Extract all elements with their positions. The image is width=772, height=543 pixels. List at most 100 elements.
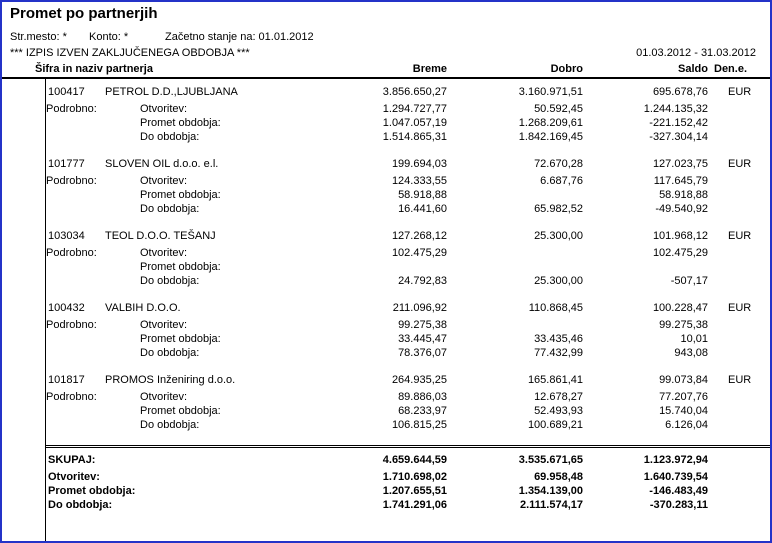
saldo-value: 99.275,38 [659,319,708,331]
do-obdobja-label: Do obdobja: [140,275,200,287]
partner-name: PROMOS Inženiring d.o.o. [105,374,236,386]
partner-name: SLOVEN OIL d.o.o. e.l. [105,158,219,170]
partner-name: TEOL D.O.O. TEŠANJ [105,230,216,242]
breme-total: 1.710.698,02 [382,471,447,483]
detail-row-do-obdobja: Do obdobja: 78.376,07 77.432,99 943,08 [2,346,770,360]
dobro-value: 1.842.169,45 [518,131,583,143]
saldo-value: 10,01 [680,333,708,345]
dobro-value: 65.982,52 [534,203,583,215]
dobro-value: 77.432,99 [534,347,583,359]
partner-block: 100417 PETROL D.D.,LJUBLJANA 3.856.650,2… [2,85,770,144]
saldo-value: 1.244.135,32 [643,103,708,115]
saldo-total: 1.640.739,54 [643,471,708,483]
saldo-value: 77.207,76 [659,391,708,403]
detail-row-promet-obdobja: Promet obdobja: 68.233,97 52.493,93 15.7… [2,404,770,418]
dobro-total: 3.535.671,65 [518,454,583,466]
saldo-value: 6.126,04 [665,419,708,431]
dobro-value: 12.678,27 [534,391,583,403]
partner-summary-row: 103034 TEOL D.O.O. TEŠANJ 127.268,12 25.… [2,229,770,244]
saldo-value: 101.968,12 [652,230,708,242]
currency-code: EUR [728,86,752,98]
column-header-currency: Den.e. [714,63,748,75]
dobro-value: 50.592,45 [534,103,583,115]
dobro-value: 25.300,00 [534,230,583,242]
saldo-value: 117.645,79 [653,175,708,187]
detail-row-promet-obdobja: Promet obdobja: 33.445,47 33.435,46 10,0… [2,332,770,346]
detail-row-otvoritev: Podrobno: Otvoritev: 1.294.727,77 50.592… [2,102,770,116]
promet-obdobja-label: Promet obdobja: [140,189,221,201]
otvoritev-label: Otvoritev: [140,103,188,115]
do-obdobja-label: Do obdobja: [140,419,200,431]
saldo-value: -221.152,42 [649,117,708,129]
saldo-value: -507,17 [670,275,708,287]
dobro-value: 1.268.209,61 [518,117,583,129]
detail-row-otvoritev: Podrobno: Otvoritev: 99.275,38 99.275,38 [2,318,770,332]
breme-value: 68.233,97 [398,405,447,417]
breme-value: 89.886,03 [398,391,447,403]
detail-row-promet-obdobja: Promet obdobja: 58.918,88 58.918,88 [2,188,770,202]
totals-do-obdobja-row: Do obdobja: 1.741.291,06 2.111.574,17 -3… [2,498,770,512]
detail-row-otvoritev: Podrobno: Otvoritev: 102.475,29 102.475,… [2,246,770,260]
saldo-value: 100.228,47 [652,302,708,314]
totals-rule [45,445,770,448]
partner-block: 100432 VALBIH D.O.O. 211.096,92 110.868,… [2,301,770,360]
totals-promet-obdobja-row: Promet obdobja: 1.207.655,51 1.354.139,0… [2,484,770,498]
detail-row-do-obdobja: Do obdobja: 106.815,25 100.689,21 6.126,… [2,418,770,432]
detail-row-do-obdobja: Do obdobja: 24.792,83 25.300,00 -507,17 [2,274,770,288]
saldo-value: 943,08 [674,347,708,359]
report-title: Promet po partnerjih [10,5,158,22]
dobro-value: 72.670,28 [534,158,583,170]
saldo-value: 15.740,04 [659,405,708,417]
breme-value: 16.441,60 [398,203,447,215]
detail-row-otvoritev: Podrobno: Otvoritev: 89.886,03 12.678,27… [2,390,770,404]
podrobno-label: Podrobno: [46,247,97,259]
saldo-total: -370.283,11 [649,499,708,511]
saldo-value: 102.475,29 [652,247,708,259]
saldo-value: 99.073,84 [659,374,708,386]
saldo-total: -146.483,49 [649,485,708,497]
podrobno-label: Podrobno: [46,391,97,403]
breme-value: 58.918,88 [398,189,447,201]
breme-value: 127.268,12 [391,230,447,242]
promet-obdobja-label: Promet obdobja: [48,485,136,497]
dobro-value: 52.493,93 [534,405,583,417]
otvoritev-label: Otvoritev: [140,319,188,331]
promet-obdobja-label: Promet obdobja: [140,333,221,345]
currency-code: EUR [728,230,752,242]
vertical-rule [45,79,46,541]
breme-value: 3.856.650,27 [382,86,447,98]
saldo-total: 1.123.972,94 [643,454,708,466]
saldo-value: 127.023,75 [652,158,708,170]
otvoritev-label: Otvoritev: [140,247,188,259]
breme-value: 199.694,03 [391,158,447,170]
breme-value: 99.275,38 [398,319,447,331]
do-obdobja-label: Do obdobja: [140,203,200,215]
partner-code: 101817 [48,374,85,386]
podrobno-label: Podrobno: [46,319,97,331]
totals-skupaj-row: SKUPAJ: 4.659.644,59 3.535.671,65 1.123.… [2,453,770,468]
detail-row-promet-obdobja: Promet obdobja: 1.047.057,19 1.268.209,6… [2,116,770,130]
column-header-partner: Šifra in naziv partnerja [35,63,153,75]
promet-obdobja-label: Promet obdobja: [140,117,221,129]
otvoritev-label: Otvoritev: [140,175,188,187]
currency-code: EUR [728,374,752,386]
breme-value: 33.445,47 [398,333,447,345]
dobro-value: 100.689,21 [527,419,583,431]
column-header-saldo: Saldo [678,63,708,75]
saldo-value: 58.918,88 [659,189,708,201]
partners-table: 100417 PETROL D.D.,LJUBLJANA 3.856.650,2… [2,79,770,512]
out-of-period-notice: *** IZPIS IZVEN ZAKLJUČENEGA OBDOBJA *** [10,47,250,59]
podrobno-label: Podrobno: [46,175,97,187]
breme-total: 1.207.655,51 [382,485,447,497]
saldo-value: -49.540,92 [655,203,708,215]
detail-row-promet-obdobja: Promet obdobja: [2,260,770,274]
breme-value: 102.475,29 [391,247,447,259]
partner-name: VALBIH D.O.O. [105,302,181,314]
column-header-row: Šifra in naziv partnerja Breme Dobro Sal… [2,63,770,76]
otvoritev-label: Otvoritev: [48,471,100,483]
do-obdobja-label: Do obdobja: [48,499,113,511]
header-rule [2,77,770,79]
saldo-value: 695.678,76 [652,86,708,98]
partner-summary-row: 100432 VALBIH D.O.O. 211.096,92 110.868,… [2,301,770,316]
